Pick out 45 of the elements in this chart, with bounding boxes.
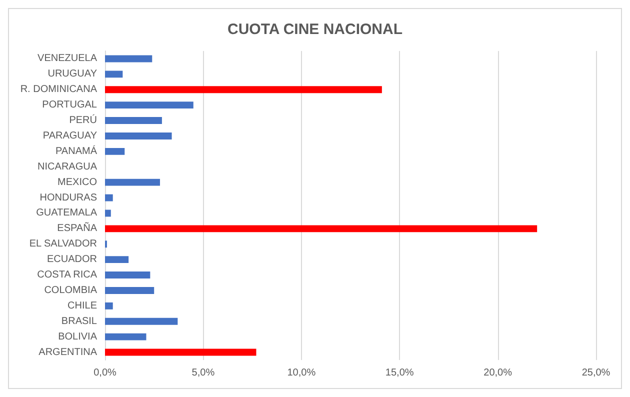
x-tick-label: 10,0% bbox=[287, 368, 316, 378]
bar bbox=[105, 272, 150, 278]
y-tick-label: VENEZUELA bbox=[38, 53, 98, 64]
y-tick-label: ARGENTINA bbox=[38, 346, 98, 358]
bar bbox=[105, 256, 129, 264]
bar bbox=[105, 318, 178, 325]
x-tick-label: 20,0% bbox=[484, 368, 512, 378]
bar bbox=[105, 70, 123, 78]
bar bbox=[105, 86, 382, 94]
bar bbox=[105, 348, 256, 356]
bar bbox=[105, 148, 125, 155]
y-tick-label: COLOMBIA bbox=[44, 284, 98, 296]
x-tick-label: 15,0% bbox=[385, 368, 414, 378]
y-tick-label: PANAMÁ bbox=[56, 144, 98, 157]
y-tick-label: ECUADOR bbox=[46, 254, 97, 266]
y-tick-label: R. DOMINICANA bbox=[20, 84, 98, 96]
y-tick-label: ESPAÑA bbox=[57, 222, 98, 234]
bar bbox=[105, 102, 194, 109]
bar bbox=[105, 194, 113, 202]
bar bbox=[105, 132, 172, 140]
bar bbox=[105, 287, 154, 294]
bar bbox=[105, 225, 538, 232]
y-tick-label: EL SALVADOR bbox=[29, 238, 97, 250]
bar bbox=[105, 333, 146, 340]
y-tick-label: BRASIL bbox=[61, 316, 98, 327]
bar bbox=[105, 117, 162, 124]
y-tick-label: COSTA RICA bbox=[37, 270, 98, 281]
y-tick-label: NICARAGUA bbox=[38, 161, 98, 172]
y-tick-label: CHILE bbox=[68, 300, 98, 312]
y-tick-label: BOLIVIA bbox=[58, 331, 98, 342]
y-tick-label: URUGUAY bbox=[48, 68, 98, 80]
x-tick-label: 5,0% bbox=[192, 368, 215, 378]
y-tick-label: HONDURAS bbox=[40, 192, 98, 204]
y-tick-label: PARAGUAY bbox=[42, 130, 98, 142]
bar bbox=[105, 302, 113, 310]
bar bbox=[105, 55, 152, 62]
y-tick-label: PERÚ bbox=[69, 114, 97, 126]
bar bbox=[105, 178, 160, 186]
bar bbox=[105, 210, 111, 217]
y-tick-label: PORTUGAL bbox=[42, 100, 98, 111]
x-tick-label: 0,0% bbox=[94, 368, 117, 378]
y-tick-label: MEXICO bbox=[58, 176, 98, 188]
y-tick-label: GUATEMALA bbox=[36, 208, 98, 219]
x-tick-label: 25,0% bbox=[582, 368, 610, 378]
chart-title: CUOTA CINE NACIONAL bbox=[228, 21, 402, 38]
